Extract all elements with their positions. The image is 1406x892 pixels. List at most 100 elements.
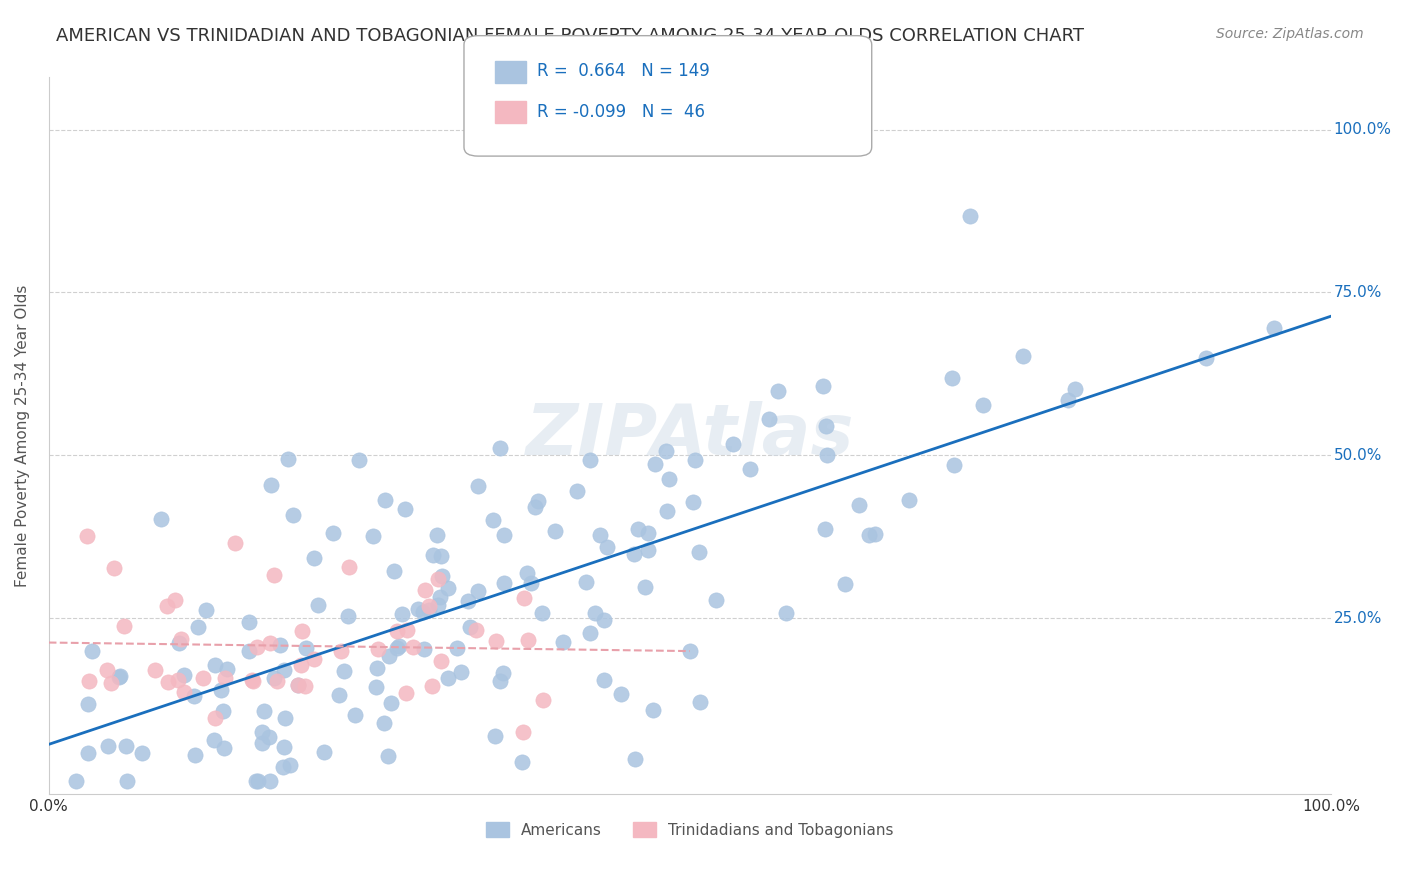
Point [1011,349,1033,363]
Point [195,603,218,617]
Point [260,477,283,491]
Point [402,640,425,654]
Point [173,685,195,699]
Point [406,601,429,615]
Point [269,638,291,652]
Point [637,543,659,558]
Point [193,671,215,685]
Point [382,564,405,578]
Point [167,673,190,687]
Point [418,599,440,614]
Point [290,658,312,673]
Point [65,774,87,789]
Point [278,758,301,772]
Point [520,576,543,591]
Point [103,561,125,575]
Point [173,668,195,682]
Point [437,581,460,595]
Point [364,681,387,695]
Point [485,633,508,648]
Point [308,598,330,612]
Point [257,730,280,744]
Point [82,644,104,658]
Point [274,711,297,725]
Point [76,529,98,543]
Point [253,704,276,718]
Point [373,715,395,730]
Point [238,615,260,629]
Point [312,745,335,759]
Point [430,655,453,669]
Point [328,689,350,703]
Point [482,513,505,527]
Point [959,209,981,223]
Point [637,526,659,541]
Point [1063,382,1085,396]
Point [240,673,263,687]
Point [811,379,834,393]
Point [412,605,434,619]
Point [100,675,122,690]
Point [1195,351,1218,365]
Point [427,572,450,586]
Point [388,639,411,653]
Point [575,574,598,589]
Point [145,663,167,677]
Point [224,536,246,550]
Point [815,448,838,462]
Point [689,695,711,709]
Point [446,641,468,656]
Point [682,494,704,508]
Point [814,522,837,536]
Point [385,624,408,638]
Point [115,774,138,789]
Point [238,644,260,658]
Point [465,624,488,638]
Point [252,725,274,739]
Text: 50.0%: 50.0% [1333,448,1382,463]
Point [897,492,920,507]
Point [658,472,681,486]
Point [494,575,516,590]
Point [212,741,235,756]
Point [184,748,207,763]
Point [266,673,288,688]
Point [259,636,281,650]
Point [97,739,120,753]
Point [337,608,360,623]
Point [395,623,418,637]
Point [467,479,489,493]
Point [544,524,567,538]
Text: R = -0.099   N =  46: R = -0.099 N = 46 [537,103,704,120]
Point [157,674,180,689]
Point [202,732,225,747]
Point [494,528,516,542]
Point [484,729,506,743]
Point [96,663,118,677]
Point [704,593,727,607]
Point [204,711,226,725]
Point [758,412,780,426]
Point [413,582,436,597]
Point [378,649,401,664]
Point [77,697,100,711]
Point [283,508,305,522]
Point [110,669,132,683]
Point [214,671,236,685]
Point [380,696,402,710]
Point [165,592,187,607]
Point [595,540,617,554]
Point [77,746,100,760]
Point [624,752,647,766]
Point [291,624,314,638]
Point [721,437,744,451]
Point [187,620,209,634]
Point [858,528,880,542]
Point [259,774,281,789]
Point [516,633,538,648]
Point [863,526,886,541]
Point [1263,321,1285,335]
Legend: Americans, Trinidadians and Tobagonians: Americans, Trinidadians and Tobagonians [479,815,900,844]
Point [422,548,444,562]
Point [516,566,538,581]
